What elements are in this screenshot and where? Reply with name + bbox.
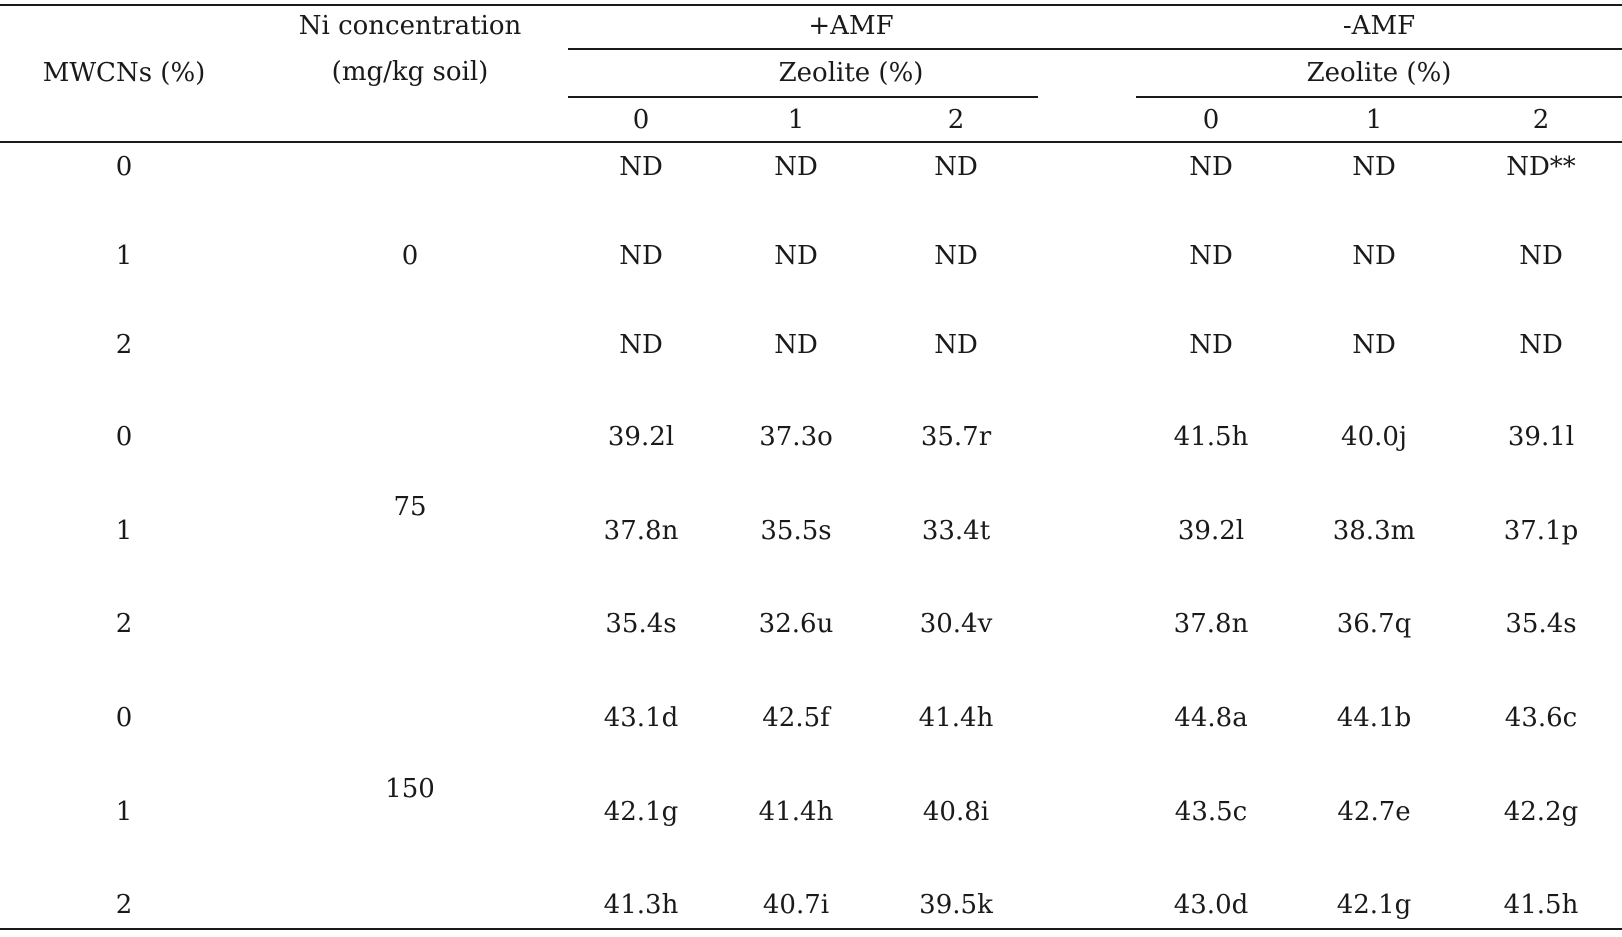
table-cell: 42.1g: [1336, 890, 1412, 920]
mwcns-value: 0: [115, 152, 133, 182]
ni-value: 0: [401, 241, 419, 271]
table-cell: ND: [934, 241, 978, 271]
ni-value: 75: [393, 492, 427, 522]
zeolite-level: 2: [947, 105, 965, 135]
table-cell: 40.7i: [762, 890, 830, 920]
table-cell: 35.4s: [605, 609, 677, 639]
ni-header-line1: Ni concentration: [298, 11, 522, 41]
table-cell: 41.5h: [1503, 890, 1579, 920]
table-cell: 39.2l: [607, 422, 675, 452]
table-cell: 41.4h: [758, 797, 834, 827]
table-cell: ND: [1352, 330, 1396, 360]
mwcns-value: 1: [115, 241, 133, 271]
table-cell: 44.1b: [1336, 703, 1412, 733]
table-cell: ND: [1519, 330, 1563, 360]
table-cell: 38.3m: [1332, 516, 1416, 546]
ni-header-line2: (mg/kg soil): [331, 57, 489, 87]
table-cell: ND: [619, 330, 663, 360]
table-cell: ND**: [1506, 152, 1576, 182]
plus-zeolite-header: Zeolite (%): [778, 58, 924, 88]
mwcns-value: 2: [115, 609, 133, 639]
zeolite-minus-rule: [1136, 96, 1622, 98]
mwcns-value: 0: [115, 422, 133, 452]
table-cell: ND: [774, 152, 818, 182]
table-cell: 33.4t: [921, 516, 991, 546]
table-cell: 35.5s: [760, 516, 832, 546]
table-cell: 41.4h: [918, 703, 994, 733]
ni-value: 150: [385, 774, 435, 804]
mwcns-value: 2: [115, 330, 133, 360]
zeolite-plus-rule: [568, 96, 1038, 98]
minus-zeolite-header: Zeolite (%): [1306, 58, 1452, 88]
mwcns-value: 2: [115, 890, 133, 920]
table-cell: ND: [1189, 330, 1233, 360]
table-cell: 39.5k: [919, 890, 993, 920]
mwcns-value: 1: [115, 797, 133, 827]
table-cell: ND: [934, 330, 978, 360]
zeolite-level: 1: [787, 105, 805, 135]
plus-amf-header: +AMF: [808, 11, 894, 41]
header-bottom-rule: [0, 141, 1622, 143]
table-cell: ND: [1352, 241, 1396, 271]
table-cell: ND: [934, 152, 978, 182]
table-cell: 37.1p: [1503, 516, 1579, 546]
mwcns-value: 1: [115, 516, 133, 546]
table-cell: 41.5h: [1173, 422, 1249, 452]
table-cell: ND: [1352, 152, 1396, 182]
amf-plus-rule: [568, 48, 1622, 50]
table-cell: 32.6u: [758, 609, 834, 639]
table-cell: 35.7r: [920, 422, 992, 452]
table-cell: ND: [1189, 152, 1233, 182]
zeolite-level: 2: [1532, 105, 1550, 135]
table-cell: 44.8a: [1174, 703, 1248, 733]
table-cell: 43.5c: [1174, 797, 1248, 827]
table-cell: 39.2l: [1177, 516, 1245, 546]
table-cell: ND: [774, 330, 818, 360]
zeolite-level: 0: [1202, 105, 1220, 135]
table-cell: 37.3o: [759, 422, 833, 452]
mwcns-header: MWCNs (%): [42, 58, 206, 88]
table-cell: 30.4v: [919, 609, 993, 639]
zeolite-level: 1: [1365, 105, 1383, 135]
table-cell: 41.3h: [603, 890, 679, 920]
mwcns-value: 0: [115, 703, 133, 733]
table-cell: 43.1d: [603, 703, 679, 733]
top-rule: [0, 4, 1622, 6]
bottom-rule: [0, 928, 1622, 930]
table-cell: ND: [619, 241, 663, 271]
table-cell: 43.6c: [1504, 703, 1578, 733]
table-cell: ND: [774, 241, 818, 271]
table-cell: 42.7e: [1337, 797, 1411, 827]
table-cell: ND: [619, 152, 663, 182]
minus-amf-header: -AMF: [1342, 11, 1416, 41]
table-cell: 42.1g: [603, 797, 679, 827]
table-cell: 37.8n: [603, 516, 679, 546]
table-cell: 40.8i: [922, 797, 990, 827]
zeolite-level: 0: [632, 105, 650, 135]
table-cell: 42.5f: [762, 703, 830, 733]
table-cell: 43.0d: [1173, 890, 1249, 920]
table-cell: 39.1l: [1507, 422, 1575, 452]
table-cell: 42.2g: [1503, 797, 1579, 827]
table-cell: ND: [1519, 241, 1563, 271]
table-cell: 35.4s: [1505, 609, 1577, 639]
table-cell: ND: [1189, 241, 1233, 271]
table-cell: 36.7q: [1336, 609, 1412, 639]
table-cell: 37.8n: [1173, 609, 1249, 639]
table-cell: 40.0j: [1341, 422, 1407, 452]
